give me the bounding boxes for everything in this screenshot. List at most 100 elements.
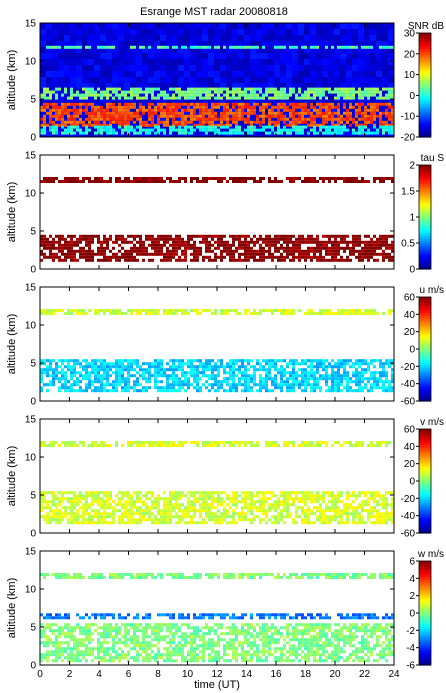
heatmap-cell	[145, 389, 148, 393]
heatmap-cell	[220, 312, 223, 315]
heatmap-cell	[385, 177, 388, 180]
heatmap-cell	[109, 234, 112, 238]
heatmap-cell	[196, 114, 199, 118]
heatmap-cell	[178, 83, 184, 89]
heatmap-cell	[166, 441, 169, 444]
heatmap-cell	[271, 128, 274, 132]
heatmap-cell	[376, 90, 379, 94]
heatmap-cell	[319, 362, 322, 366]
heatmap-cell	[286, 71, 292, 77]
heatmap-cell	[355, 243, 358, 247]
heatmap-cell	[40, 240, 43, 244]
heatmap-cell	[331, 243, 334, 247]
heatmap-cell	[364, 362, 367, 366]
heatmap-cell	[334, 128, 337, 132]
heatmap-cell	[82, 65, 88, 71]
heatmap-cell	[292, 41, 298, 47]
heatmap-cell	[193, 255, 196, 259]
heatmap-cell	[187, 108, 190, 112]
heatmap-cell	[196, 359, 199, 363]
heatmap-cell	[364, 53, 370, 59]
heatmap-cell	[286, 377, 289, 381]
heatmap-cell	[325, 96, 328, 100]
heatmap-cell	[184, 131, 187, 135]
heatmap-cell	[352, 120, 355, 124]
heatmap-cell	[301, 255, 304, 259]
heatmap-cell	[148, 45, 151, 49]
heatmap-cell	[61, 386, 64, 390]
heatmap-cell	[379, 114, 382, 118]
heatmap-cell	[340, 131, 343, 135]
heatmap-cell	[145, 312, 148, 315]
heatmap-cell	[235, 309, 238, 312]
heatmap-cell	[154, 383, 157, 387]
heatmap-cell	[235, 180, 238, 183]
heatmap-cell	[190, 258, 193, 262]
heatmap-cell	[142, 128, 145, 132]
heatmap-cell	[73, 359, 76, 363]
heatmap-cell	[322, 114, 325, 118]
heatmap-cell	[88, 365, 91, 369]
heatmap-cell	[313, 114, 316, 118]
heatmap-cell	[253, 108, 256, 112]
heatmap-cell	[100, 90, 103, 94]
heatmap-cell	[349, 249, 352, 253]
heatmap-cell	[340, 128, 343, 132]
heatmap-cell	[160, 380, 163, 384]
heatmap-cell	[40, 47, 46, 53]
heatmap-cell	[154, 180, 157, 183]
heatmap-cell	[46, 368, 49, 372]
heatmap-cell	[301, 108, 304, 112]
heatmap-cell	[178, 441, 181, 444]
heatmap-cell	[61, 249, 64, 253]
heatmap-cell	[139, 246, 142, 250]
heatmap-cell	[91, 362, 94, 366]
heatmap-cell	[52, 108, 55, 112]
heatmap-cell	[199, 123, 202, 127]
heatmap-cell	[358, 237, 361, 241]
heatmap-cell	[301, 380, 304, 384]
heatmap-cell	[361, 180, 364, 183]
heatmap-cell	[340, 383, 343, 387]
colorbar-swatch	[419, 343, 431, 347]
heatmap-cell	[112, 96, 115, 100]
heatmap-cell	[142, 249, 145, 253]
heatmap-cell	[64, 29, 70, 35]
heatmap-cell	[97, 177, 100, 180]
heatmap-cell	[199, 102, 202, 106]
colorbar-swatch	[419, 263, 431, 267]
heatmap-cell	[43, 180, 46, 183]
heatmap-cell	[337, 312, 340, 315]
heatmap-cell	[238, 252, 241, 256]
heatmap-cell	[325, 389, 328, 393]
heatmap-cell	[175, 240, 178, 244]
heatmap-cell	[298, 255, 301, 259]
heatmap-cell	[100, 368, 103, 372]
heatmap-cell	[208, 240, 211, 244]
heatmap-cell	[367, 90, 370, 94]
heatmap-cell	[334, 180, 337, 183]
colorbar-swatch	[419, 134, 431, 138]
heatmap-cell	[385, 108, 388, 112]
heatmap-cell	[304, 125, 307, 129]
heatmap-cell	[118, 237, 121, 241]
colorbar-swatch	[419, 217, 431, 221]
heatmap-cell	[385, 123, 388, 127]
heatmap-cell	[88, 120, 91, 124]
heatmap-cell	[43, 96, 46, 100]
heatmap-cell	[40, 71, 46, 77]
heatmap-cell	[379, 90, 382, 94]
heatmap-cell	[274, 441, 277, 444]
heatmap-cell	[337, 377, 340, 381]
heatmap-cell	[70, 371, 73, 375]
colorbar-tick-label: -20	[401, 133, 416, 144]
heatmap-cell	[220, 87, 223, 91]
heatmap-cell	[100, 128, 103, 132]
heatmap-cell	[247, 45, 250, 49]
heatmap-cell	[238, 258, 241, 262]
heatmap-cell	[337, 128, 340, 132]
heatmap-cell	[364, 93, 367, 97]
heatmap-cell	[220, 71, 226, 77]
heatmap-cell	[97, 444, 100, 447]
heatmap-cell	[46, 45, 49, 49]
